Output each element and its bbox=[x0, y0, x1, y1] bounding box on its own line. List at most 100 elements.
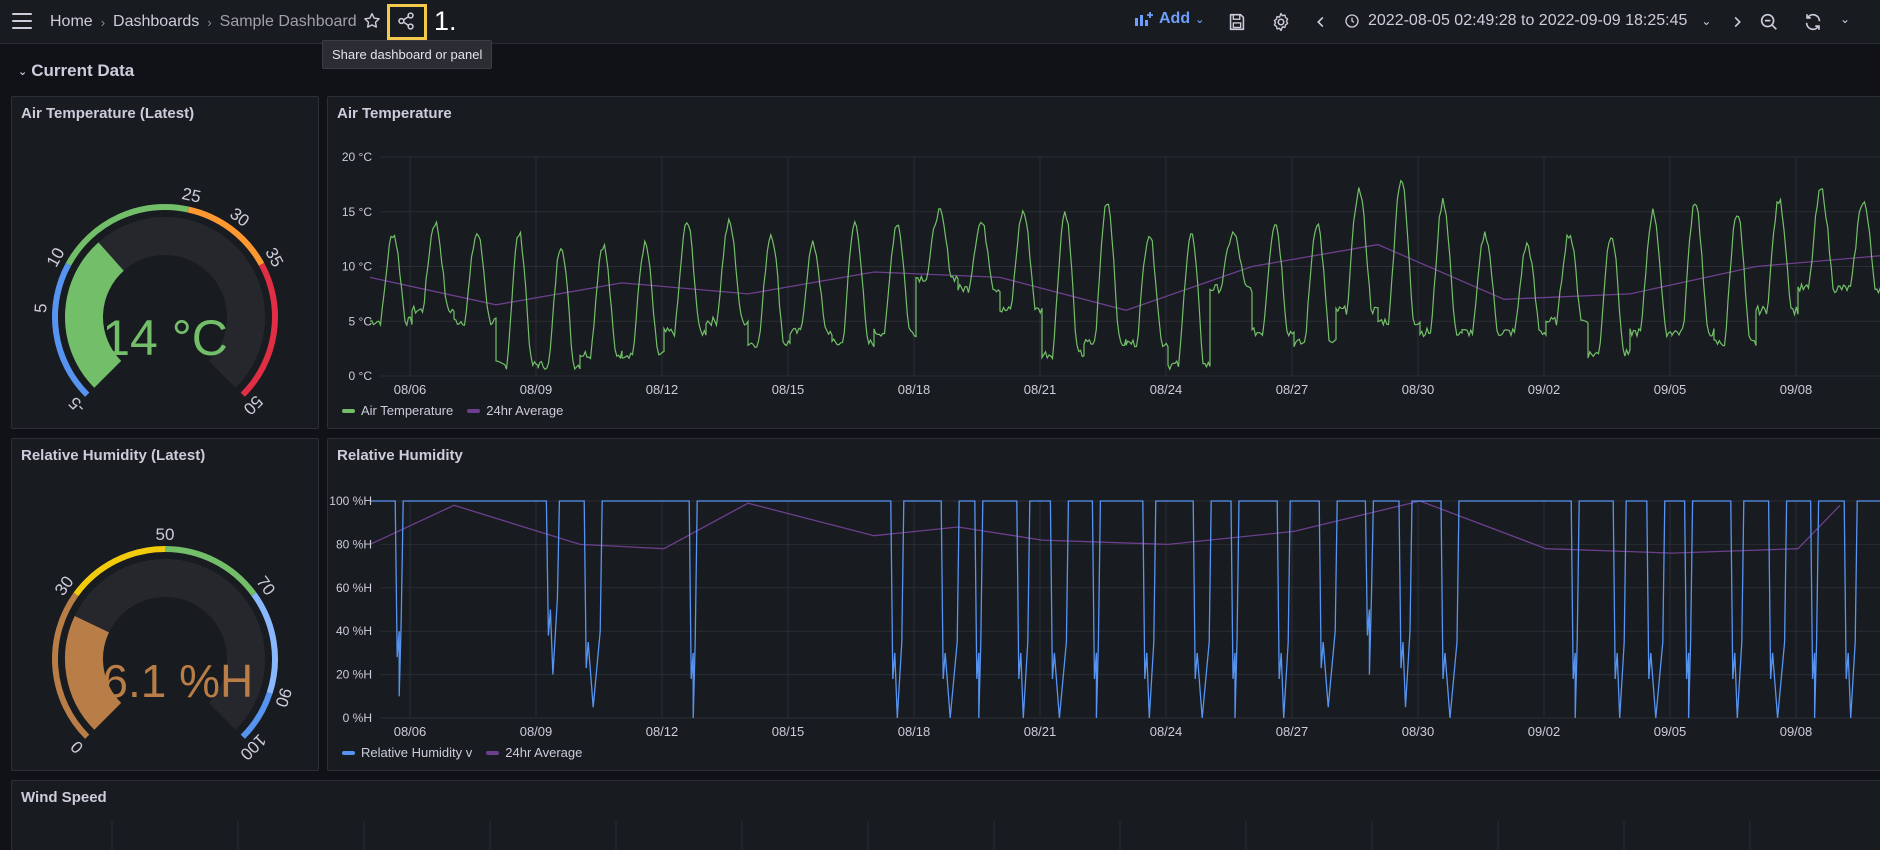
legend-swatch bbox=[342, 750, 355, 755]
add-panel-icon bbox=[1135, 12, 1153, 26]
chevron-right-icon[interactable] bbox=[1726, 11, 1748, 33]
breadcrumb-current: Sample Dashboard bbox=[219, 13, 357, 30]
series-line-24hr-average bbox=[369, 243, 1880, 311]
panel-relative-humidity-latest[interactable]: Relative Humidity (Latest) 0 30 50 70 90 100 … bbox=[11, 438, 319, 771]
x-tick-label: 08/12 bbox=[646, 382, 679, 397]
gauge-threshold-band bbox=[251, 592, 278, 694]
x-tick-label: 08/15 bbox=[772, 382, 805, 397]
panel-title: Air Temperature (Latest) bbox=[21, 105, 195, 122]
gauge-threshold-band bbox=[73, 546, 166, 597]
x-tick-label: 09/08 bbox=[1780, 382, 1813, 397]
legend-label: Air Temperature bbox=[361, 403, 454, 418]
breadcrumb-separator-icon: › bbox=[100, 14, 106, 30]
x-tick-label: 09/08 bbox=[1780, 724, 1813, 739]
chevron-left-icon[interactable] bbox=[1310, 11, 1332, 33]
y-tick-label: 80 %H bbox=[336, 537, 372, 551]
panel-title: Air Temperature bbox=[337, 105, 452, 122]
legend-label: 24hr Average bbox=[486, 403, 564, 418]
chevron-down-icon: ⌄ bbox=[1195, 13, 1205, 26]
legend-swatch bbox=[486, 750, 500, 755]
series-line-24hr-average bbox=[369, 500, 1841, 554]
x-tick-label: 08/18 bbox=[898, 382, 931, 397]
legend-item-air-temperature[interactable]: Air Temperature bbox=[342, 403, 453, 418]
panel-wind-speed[interactable]: Wind Speed bbox=[11, 780, 1880, 850]
panel-air-temperature-latest[interactable]: Air Temperature (Latest) -5 5 10 25 30 35 50 1… bbox=[11, 96, 319, 429]
panel-relative-humidity-chart[interactable]: Relative Humidity 0 %H 20 %H 40 %H 60 %H 80 … bbox=[327, 438, 1880, 771]
legend-item-24hr-average[interactable]: 24hr Average bbox=[467, 403, 563, 418]
share-button-highlight bbox=[387, 4, 427, 40]
x-tick-label: 08/06 bbox=[394, 724, 427, 739]
x-tick-label: 08/27 bbox=[1276, 382, 1309, 397]
gauge-tick-label: -5 bbox=[65, 393, 89, 417]
panel-air-temperature-chart[interactable]: Air Temperature 0 °C 5 °C 10 °C 15 °C 20 °C … bbox=[327, 96, 1880, 429]
gauge-threshold-band bbox=[164, 546, 257, 597]
gauge-tick-label: 90 bbox=[271, 686, 295, 710]
air-temperature-timeseries: 0 °C 5 °C 10 °C 15 °C 20 °C 08/06 08/09 08/12 0… bbox=[342, 150, 1880, 397]
legend-label: Relative Humidity v bbox=[361, 745, 473, 760]
row-title: Current Data bbox=[31, 61, 135, 80]
gauge-tick-label: 0 bbox=[67, 737, 87, 757]
gauge-threshold-band bbox=[240, 262, 278, 397]
x-tick-label: 09/05 bbox=[1654, 382, 1687, 397]
x-tick-label: 08/09 bbox=[520, 382, 553, 397]
legend-item-24hr-average[interactable]: 24hr Average bbox=[486, 745, 582, 760]
y-tick-label: 20 %H bbox=[336, 668, 372, 682]
chevron-down-icon: ⌄ bbox=[1701, 14, 1712, 28]
panel-title: Relative Humidity bbox=[337, 447, 463, 464]
y-tick-label: 15 °C bbox=[342, 205, 372, 219]
add-button[interactable]: Add ⌄ bbox=[1134, 10, 1204, 28]
x-tick-label: 08/30 bbox=[1402, 724, 1435, 739]
gauge-threshold-band bbox=[240, 692, 273, 739]
gauge-tick-label: 50 bbox=[156, 525, 175, 544]
legend-label: 24hr Average bbox=[505, 745, 583, 760]
gear-icon[interactable] bbox=[1270, 11, 1292, 33]
gauge-threshold-band bbox=[65, 204, 190, 266]
y-tick-label: 5 °C bbox=[349, 314, 373, 328]
x-tick-label: 08/09 bbox=[520, 724, 553, 739]
row-header-current-data[interactable]: ⌄ Current Data bbox=[18, 61, 134, 81]
x-tick-label: 08/24 bbox=[1150, 724, 1183, 739]
x-tick-label: 08/24 bbox=[1150, 382, 1183, 397]
gauge-threshold-band bbox=[187, 206, 265, 266]
gauge-tick-label: 5 bbox=[31, 303, 51, 314]
x-tick-label: 09/02 bbox=[1528, 382, 1561, 397]
x-tick-label: 08/15 bbox=[772, 724, 805, 739]
x-tick-label: 08/21 bbox=[1024, 382, 1057, 397]
breadcrumb-separator-icon: › bbox=[207, 14, 212, 30]
y-tick-label: 10 °C bbox=[342, 260, 372, 274]
breadcrumb-home[interactable]: Home bbox=[50, 13, 93, 30]
share-tooltip: Share dashboard or panel bbox=[322, 40, 493, 69]
x-tick-label: 08/06 bbox=[394, 382, 427, 397]
x-tick-label: 08/12 bbox=[646, 724, 679, 739]
save-icon[interactable] bbox=[1226, 11, 1248, 33]
time-range-picker[interactable]: 2022-08-05 02:49:28 to 2022-09-09 18:25:… bbox=[1344, 12, 1711, 30]
x-tick-label: 09/02 bbox=[1528, 724, 1561, 739]
refresh-interval-chevron-down-icon[interactable]: ⌄ bbox=[1840, 12, 1851, 26]
star-icon[interactable] bbox=[362, 11, 382, 31]
relative-humidity-timeseries: 0 %H 20 %H 40 %H 60 %H 80 %H 100 %H 08/06 08/0… bbox=[329, 494, 1880, 739]
clock-icon bbox=[1345, 14, 1359, 28]
y-tick-label: 0 %H bbox=[343, 711, 372, 725]
legend-swatch bbox=[467, 408, 481, 413]
y-tick-label: 40 %H bbox=[336, 624, 372, 638]
panel-title: Wind Speed bbox=[21, 789, 107, 806]
menu-icon[interactable] bbox=[12, 13, 32, 29]
share-icon[interactable] bbox=[395, 10, 417, 32]
legend-swatch bbox=[342, 408, 355, 413]
time-range-label: 2022-08-05 02:49:28 to 2022-09-09 18:25:… bbox=[1368, 12, 1688, 29]
gauge-value-arc bbox=[65, 616, 122, 730]
gauge-threshold-band bbox=[52, 592, 90, 739]
legend-item-relative-humidity[interactable]: Relative Humidity v bbox=[342, 745, 472, 760]
x-tick-label: 08/30 bbox=[1402, 382, 1435, 397]
refresh-icon[interactable] bbox=[1802, 11, 1824, 33]
step-annotation: 1. bbox=[434, 6, 457, 36]
panel-title: Relative Humidity (Latest) bbox=[21, 447, 206, 464]
breadcrumb-dashboards[interactable]: Dashboards bbox=[113, 13, 200, 30]
chart-legend: Relative Humidity v 24hr Average bbox=[342, 745, 582, 760]
x-tick-label: 08/27 bbox=[1276, 724, 1309, 739]
y-tick-label: 100 %H bbox=[329, 494, 372, 508]
wind-speed-timeseries bbox=[111, 821, 1751, 850]
zoom-out-icon[interactable] bbox=[1758, 11, 1780, 33]
